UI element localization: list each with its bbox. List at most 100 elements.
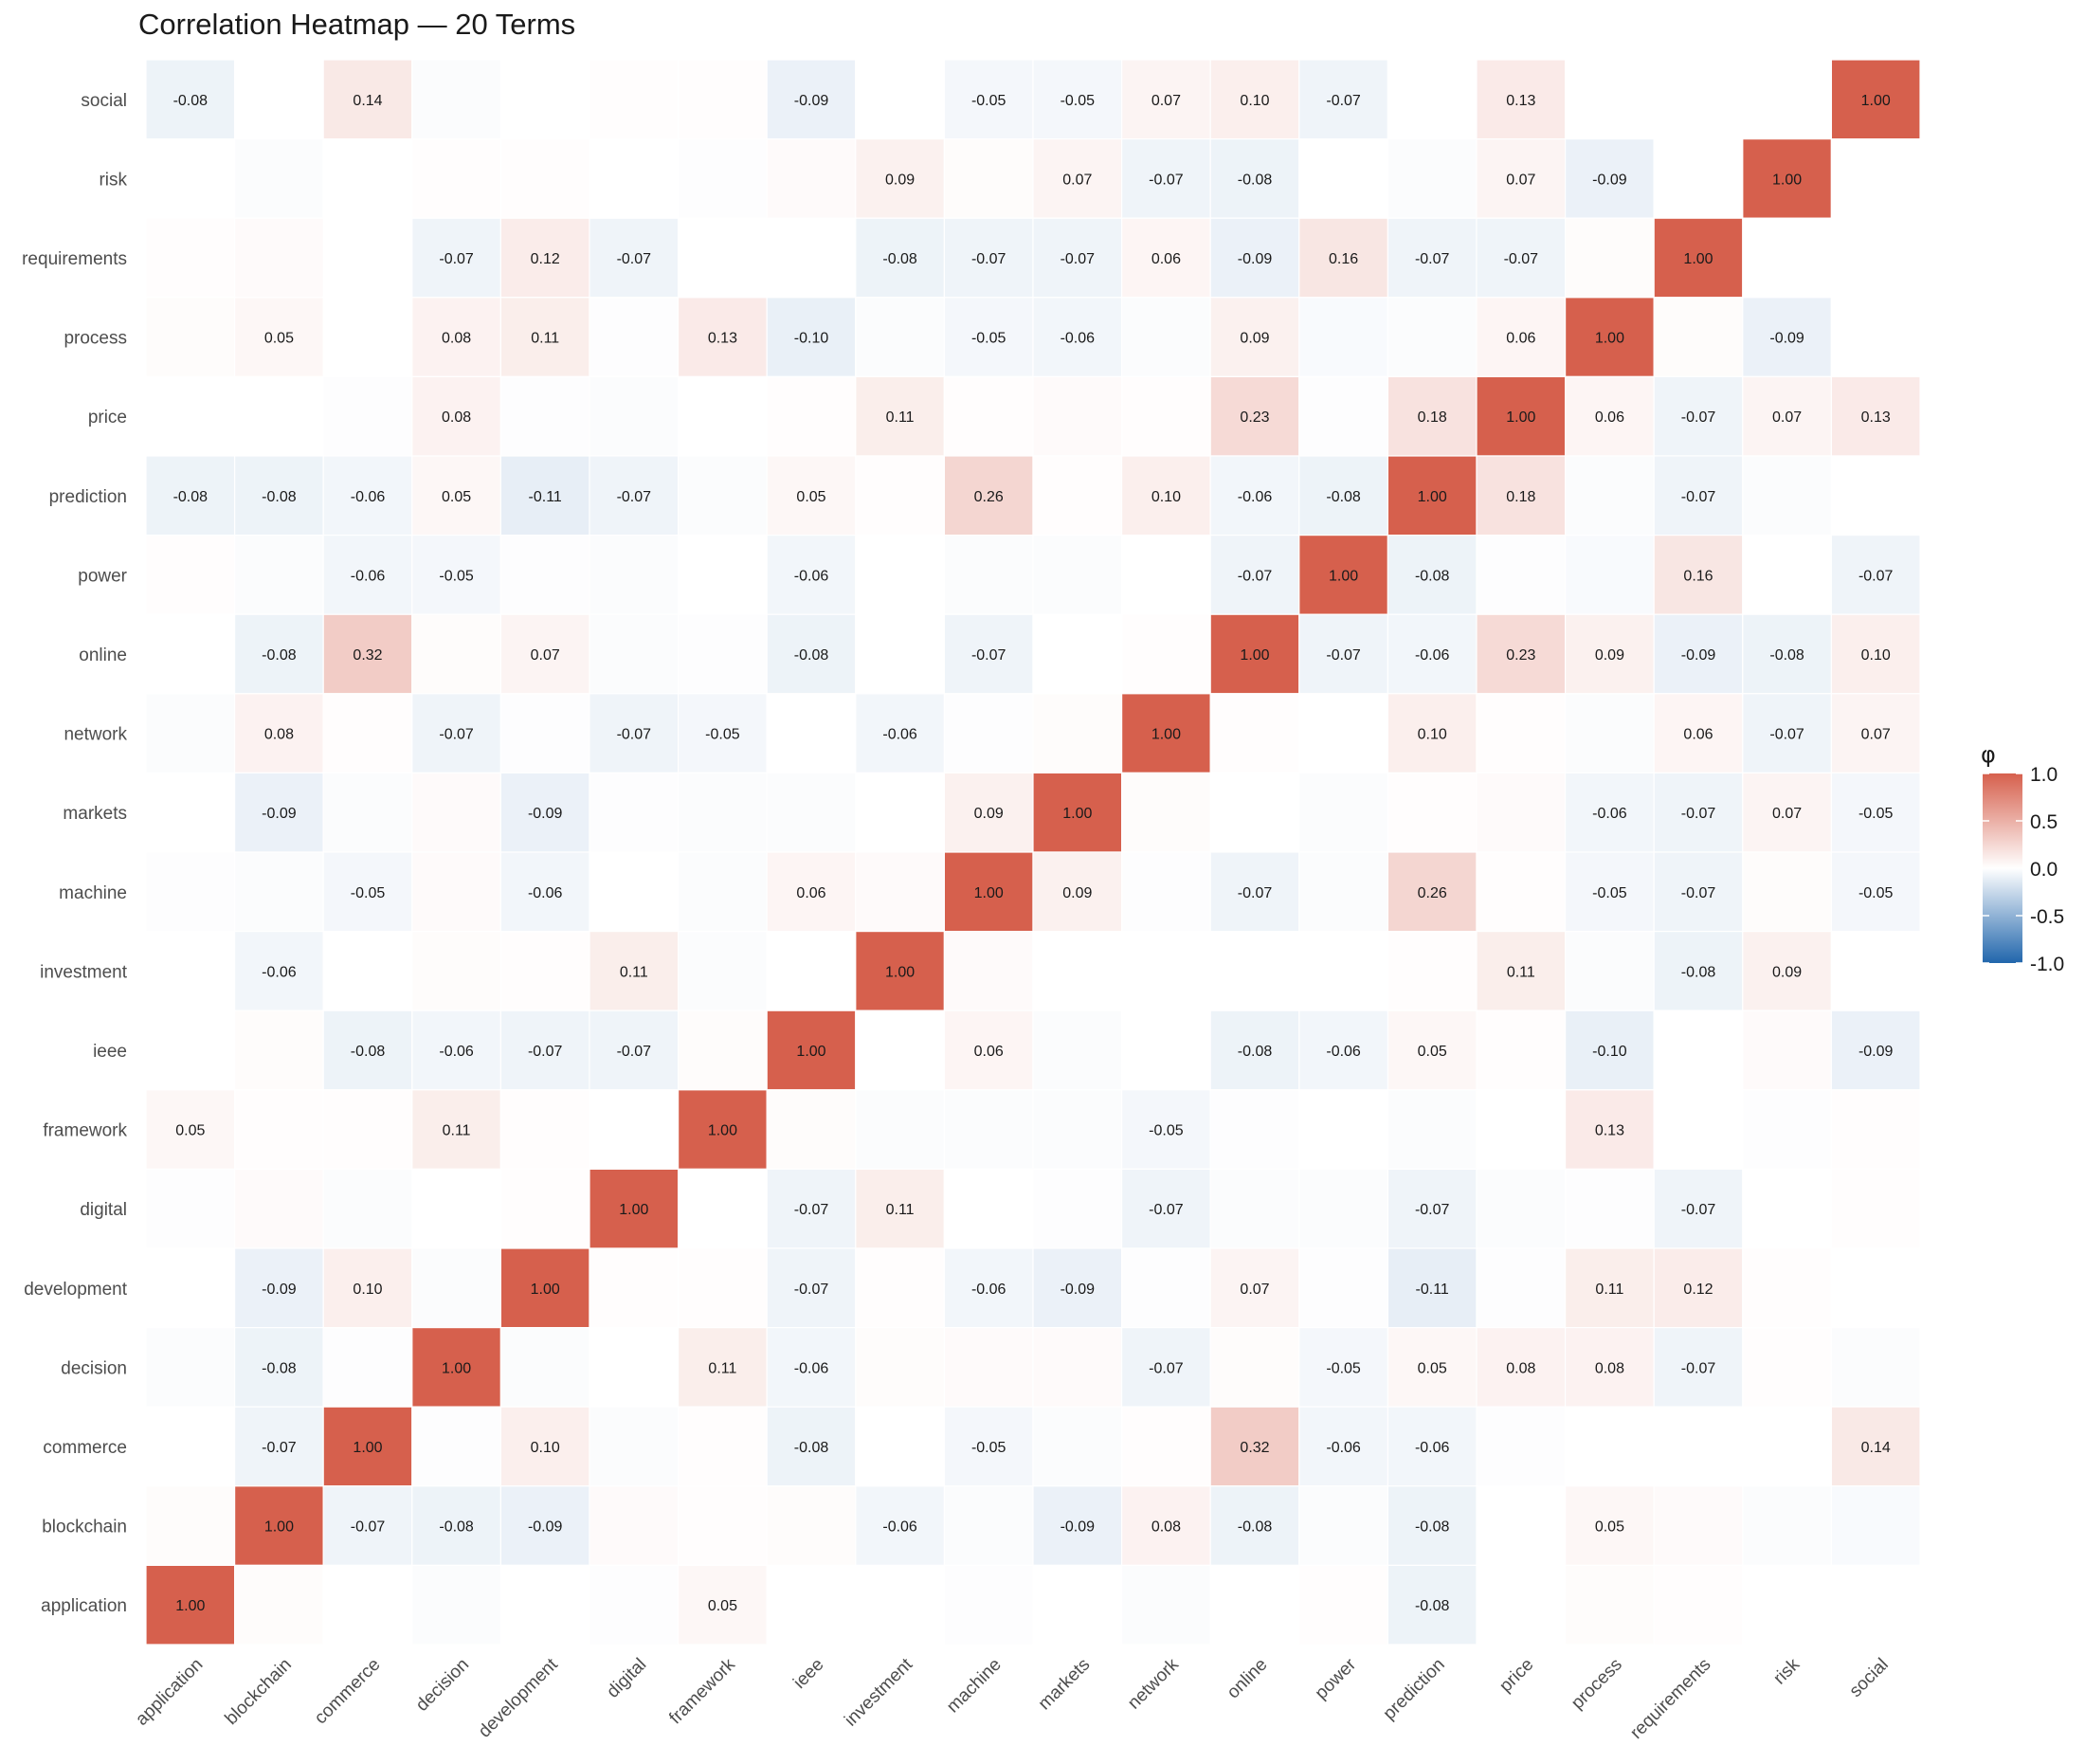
- heatmap-cell: [1298, 851, 1389, 933]
- cell-value-label: -0.08: [351, 1044, 386, 1060]
- heatmap-cell: [499, 930, 590, 1011]
- heatmap-cell: [855, 693, 945, 773]
- heatmap-cell: [1209, 1009, 1300, 1091]
- heatmap-cell: [1653, 851, 1744, 933]
- heatmap-cell: [1387, 1247, 1478, 1329]
- heatmap-cell: [1387, 851, 1478, 933]
- heatmap-cell: [589, 375, 680, 457]
- cell-value-label: 1.00: [1329, 568, 1358, 584]
- x-tick-label: network: [1124, 1654, 1183, 1713]
- x-tick-label: requirements: [1626, 1655, 1714, 1743]
- heatmap-cell: [589, 693, 680, 773]
- cell-value-label: -0.05: [705, 727, 740, 743]
- cell-value-label: 0.12: [1683, 1282, 1713, 1298]
- x-tick-label: commerce: [311, 1655, 385, 1729]
- heatmap-cell: [411, 297, 501, 377]
- y-tick-label: commerce: [43, 1438, 127, 1458]
- heatmap-cell: [766, 693, 857, 773]
- heatmap-cell: [1120, 772, 1211, 853]
- cell-value-label: -0.05: [1858, 885, 1894, 901]
- heatmap-cell: [1032, 534, 1123, 615]
- cell-value-label: -0.08: [262, 489, 297, 505]
- heatmap-cell: [1209, 375, 1300, 457]
- x-tick-label: development: [475, 1654, 562, 1741]
- heatmap-cell: [1209, 59, 1300, 140]
- heatmap-cell: [1120, 1406, 1211, 1487]
- heatmap-cell: [1387, 534, 1478, 615]
- heatmap-cell: [766, 1564, 857, 1646]
- cell-value-label: -0.06: [882, 1519, 917, 1536]
- cell-value-label: 0.11: [886, 409, 915, 426]
- heatmap-cell: [1209, 1168, 1300, 1249]
- legend-tick-label: -0.5: [2030, 906, 2064, 928]
- heatmap-cell: [677, 772, 768, 853]
- heatmap-cell: [1742, 455, 1833, 536]
- heatmap-cell: [1387, 930, 1478, 1011]
- cell-value-label: -0.09: [1238, 251, 1273, 267]
- heatmap-cell: [943, 375, 1034, 457]
- cell-value-label: -0.07: [1238, 885, 1273, 901]
- cell-value-label: -0.06: [528, 885, 563, 901]
- cell-value-label: 1.00: [796, 1044, 825, 1060]
- heatmap-cell: [855, 455, 945, 536]
- cell-value-label: 0.26: [974, 489, 1004, 505]
- heatmap-cell: [411, 930, 501, 1011]
- cell-value-label: 0.05: [442, 489, 471, 505]
- cell-value-label: 0.16: [1683, 568, 1713, 584]
- heatmap-cell: [1653, 138, 1744, 219]
- heatmap-cell: [499, 1485, 590, 1567]
- heatmap-cell: [411, 1247, 501, 1329]
- cell-value-label: -0.07: [351, 1519, 386, 1536]
- heatmap-cell: [145, 217, 236, 299]
- heatmap-cell: [677, 851, 768, 933]
- cell-value-label: -0.07: [1415, 1202, 1450, 1218]
- y-tick-label: network: [63, 725, 127, 745]
- heatmap-cell: [1564, 375, 1655, 457]
- heatmap-cell: [1564, 217, 1655, 299]
- cell-value-label: -0.07: [1504, 251, 1539, 267]
- cell-value-label: -0.07: [1681, 885, 1716, 901]
- heatmap-cell: [145, 1247, 236, 1329]
- heatmap-cell: [766, 217, 857, 299]
- heatmap-cell: [766, 1326, 857, 1408]
- heatmap-cell: [1742, 534, 1833, 615]
- heatmap-cell: [1476, 297, 1567, 377]
- cell-value-label: -0.07: [1681, 409, 1716, 426]
- heatmap-cell: [855, 613, 945, 695]
- cell-value-label: 0.23: [1240, 409, 1269, 426]
- cell-value-label: -0.08: [1238, 1044, 1273, 1060]
- heatmap-cell: [411, 1168, 501, 1249]
- heatmap-cell: [1387, 1009, 1478, 1091]
- x-tick-label: framework: [665, 1654, 739, 1728]
- heatmap-cell: [1476, 1168, 1567, 1249]
- heatmap-cell: [1742, 1406, 1833, 1487]
- heatmap-cell: [234, 375, 324, 457]
- heatmap-cell: [499, 772, 590, 853]
- cell-value-label: 0.06: [974, 1044, 1004, 1060]
- heatmap-cell: [1653, 1564, 1744, 1646]
- cell-value-label: -0.05: [1061, 93, 1096, 109]
- heatmap-cell: [1387, 1326, 1478, 1408]
- heatmap-cell: [1564, 1564, 1655, 1646]
- heatmap-cell: [1830, 693, 1921, 773]
- heatmap-cell: [589, 455, 680, 536]
- heatmap-cell: [1387, 1564, 1478, 1646]
- heatmap-cell: [1209, 455, 1300, 536]
- heatmap-cell: [589, 613, 680, 695]
- heatmap-cell: [589, 772, 680, 853]
- x-tick-label: risk: [1769, 1654, 1804, 1688]
- heatmap-cell: [1032, 930, 1123, 1011]
- heatmap-cell: [1653, 1326, 1744, 1408]
- cell-value-label: -0.05: [351, 885, 386, 901]
- heatmap-cell: [1476, 693, 1567, 773]
- heatmap-cell: [499, 1168, 590, 1249]
- cell-value-label: 0.06: [1506, 331, 1535, 347]
- cell-value-label: -0.07: [971, 647, 1006, 664]
- heatmap-cell: [766, 1485, 857, 1567]
- cell-value-label: 1.00: [1506, 409, 1535, 426]
- heatmap-cell: [1564, 455, 1655, 536]
- heatmap-cell: [855, 1009, 945, 1091]
- heatmap-cell: [943, 297, 1034, 377]
- cell-value-label: 0.11: [531, 331, 559, 347]
- heatmap-cell: [1564, 1326, 1655, 1408]
